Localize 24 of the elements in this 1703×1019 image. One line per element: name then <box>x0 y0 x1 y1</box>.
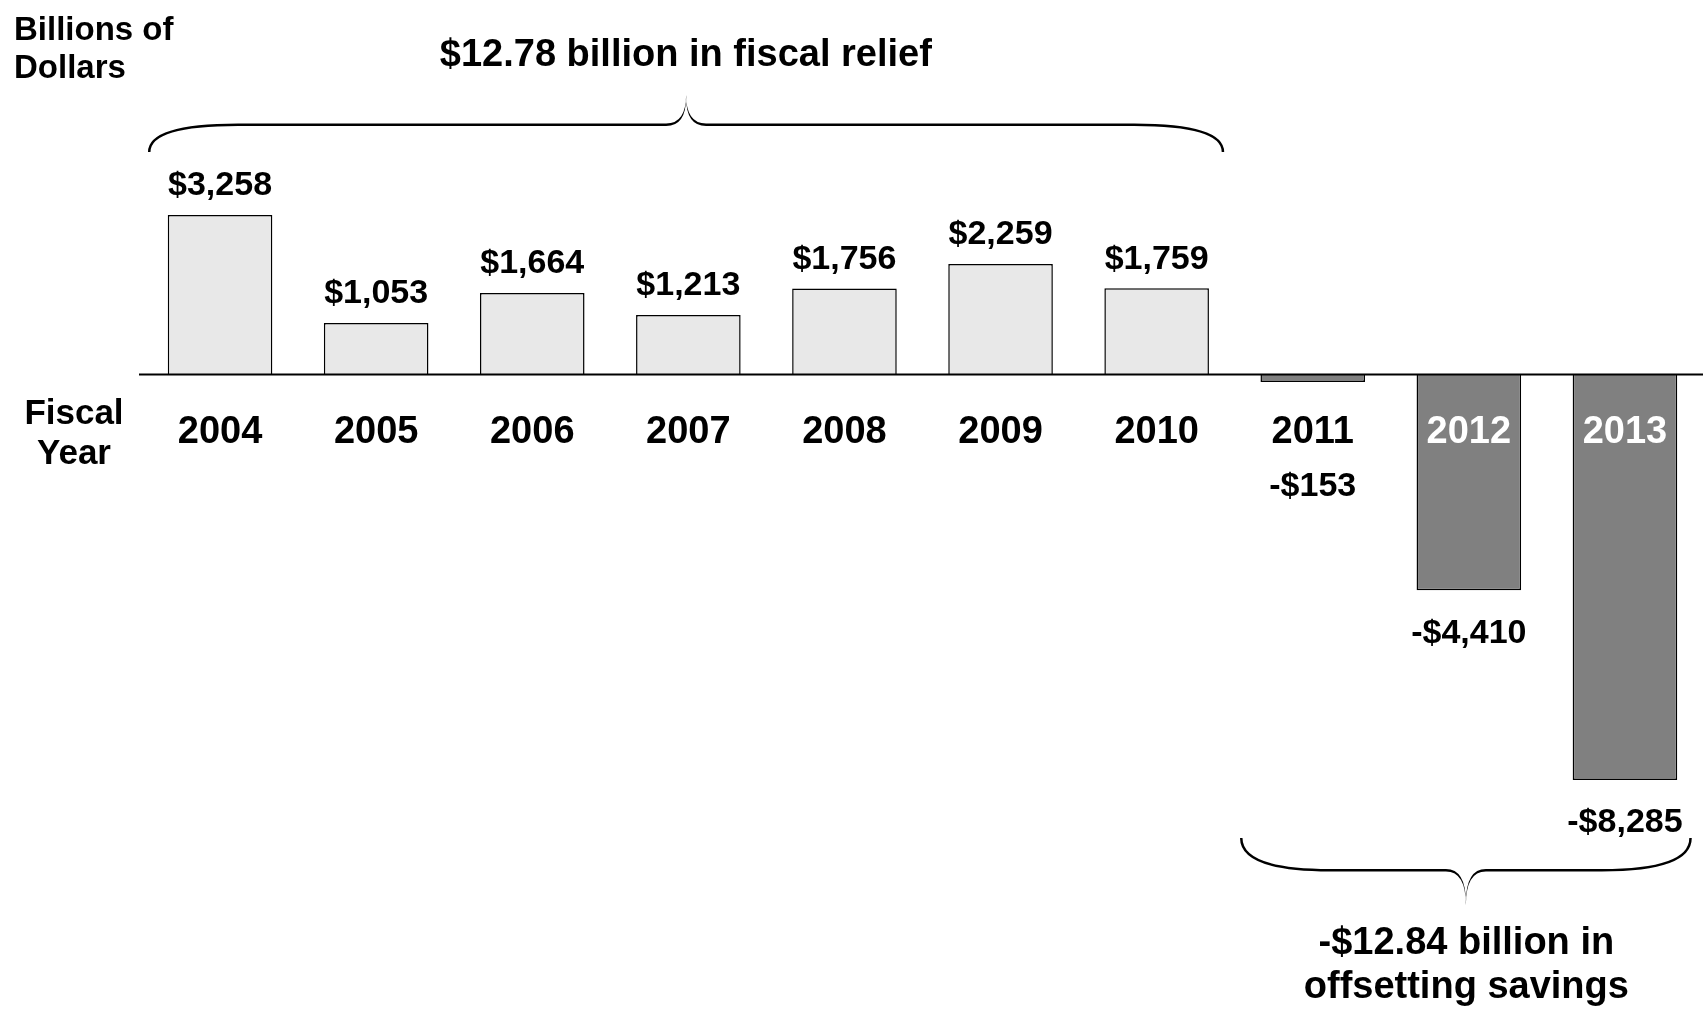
data-label: -$8,285 <box>1567 801 1683 840</box>
x-tick-label: 2009 <box>958 408 1043 451</box>
data-label: $1,053 <box>324 272 429 311</box>
text: $12.78 billion in fiscal relief <box>438 32 933 76</box>
data-label: $1,756 <box>792 237 897 276</box>
y-axis-title: Billions of Dollars <box>14 10 175 86</box>
x-axis-title: Fiscal Year <box>23 392 125 473</box>
data-label: $2,259 <box>948 213 1053 252</box>
x-tick-label: 2010 <box>1114 408 1199 451</box>
x-tick-label: 2006 <box>489 408 575 451</box>
data-label: -$153 <box>1269 464 1357 503</box>
data-label: $1,664 <box>480 242 585 281</box>
x-tick-label: 2012 <box>1426 408 1512 451</box>
x-tick-label: 2008 <box>802 408 887 451</box>
x-tick-label: 2007 <box>646 408 731 451</box>
text: -$12.84 billion in offsetting savings <box>1302 920 1630 1008</box>
x-tick-label: 2011 <box>1271 408 1354 451</box>
x-tick-label: 2005 <box>333 408 419 451</box>
data-label: $3,258 <box>168 164 273 203</box>
x-tick-label: 2013 <box>1582 408 1668 451</box>
data-label: $1,213 <box>636 264 741 303</box>
data-label: $1,759 <box>1104 237 1209 276</box>
x-tick-label: 2004 <box>177 408 263 451</box>
data-label: -$4,410 <box>1411 611 1527 650</box>
